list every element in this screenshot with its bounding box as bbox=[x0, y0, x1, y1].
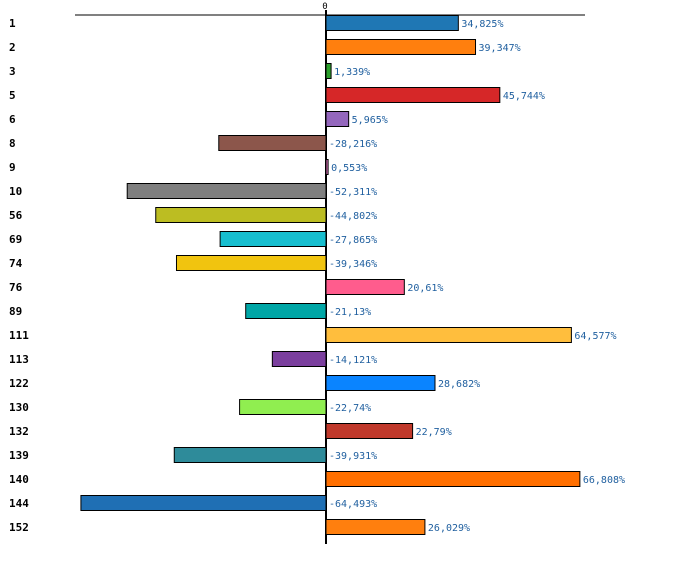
category-label: 122 bbox=[9, 377, 29, 390]
value-label: -52,311% bbox=[329, 187, 377, 198]
value-label: 39,347% bbox=[479, 43, 521, 54]
value-label: 0,553% bbox=[331, 163, 367, 174]
bar bbox=[325, 375, 436, 391]
value-label: 26,029% bbox=[428, 523, 470, 534]
value-label: 20,61% bbox=[407, 283, 443, 294]
zero-tick-label: 0 bbox=[322, 2, 327, 12]
value-label: -39,346% bbox=[329, 259, 377, 270]
value-label: 22,79% bbox=[416, 427, 452, 438]
category-label: 113 bbox=[9, 353, 29, 366]
value-label: 5,965% bbox=[352, 115, 388, 126]
category-label: 69 bbox=[9, 233, 22, 246]
bar bbox=[80, 495, 327, 511]
value-label: 1,339% bbox=[334, 67, 370, 78]
category-label: 140 bbox=[9, 473, 29, 486]
value-label: -14,121% bbox=[329, 355, 377, 366]
bar bbox=[175, 255, 327, 271]
category-label: 130 bbox=[9, 401, 29, 414]
bar bbox=[325, 15, 459, 31]
bar bbox=[325, 63, 332, 79]
bar bbox=[219, 231, 327, 247]
category-label: 132 bbox=[9, 425, 29, 438]
bar bbox=[239, 399, 327, 415]
category-label: 2 bbox=[9, 41, 16, 54]
bar bbox=[325, 159, 329, 175]
bar bbox=[325, 519, 426, 535]
bar bbox=[325, 423, 414, 439]
category-label: 9 bbox=[9, 161, 16, 174]
bar bbox=[325, 39, 477, 55]
bar bbox=[325, 471, 581, 487]
bar bbox=[218, 135, 327, 151]
category-label: 139 bbox=[9, 449, 29, 462]
value-label: -22,74% bbox=[329, 403, 371, 414]
value-label: 66,808% bbox=[583, 475, 625, 486]
bar bbox=[173, 447, 327, 463]
value-label: -44,802% bbox=[329, 211, 377, 222]
category-label: 8 bbox=[9, 137, 16, 150]
category-label: 3 bbox=[9, 65, 16, 78]
value-label: -39,931% bbox=[329, 451, 377, 462]
category-label: 56 bbox=[9, 209, 23, 222]
category-label: 6 bbox=[9, 113, 16, 126]
category-label: 111 bbox=[9, 329, 29, 342]
value-label: -28,216% bbox=[329, 139, 377, 150]
bar bbox=[325, 327, 572, 343]
value-label: 45,744% bbox=[503, 91, 545, 102]
category-label: 5 bbox=[9, 89, 16, 102]
category-label: 74 bbox=[9, 257, 23, 270]
category-label: 10 bbox=[9, 185, 22, 198]
bar bbox=[325, 87, 501, 103]
value-label: 28,682% bbox=[438, 379, 480, 390]
bar bbox=[126, 183, 327, 199]
value-label: -27,865% bbox=[329, 235, 377, 246]
bar bbox=[245, 303, 327, 319]
category-label: 89 bbox=[9, 305, 22, 318]
category-label: 152 bbox=[9, 521, 29, 534]
category-label: 1 bbox=[9, 17, 16, 30]
value-label: 34,825% bbox=[461, 19, 503, 30]
category-label: 144 bbox=[9, 497, 29, 510]
value-label: -64,493% bbox=[329, 499, 377, 510]
bar bbox=[325, 111, 350, 127]
bar bbox=[325, 279, 405, 295]
value-label: -21,13% bbox=[329, 307, 371, 318]
bar bbox=[271, 351, 327, 367]
value-label: 64,577% bbox=[574, 331, 616, 342]
bar bbox=[155, 207, 327, 223]
category-label: 76 bbox=[9, 281, 23, 294]
